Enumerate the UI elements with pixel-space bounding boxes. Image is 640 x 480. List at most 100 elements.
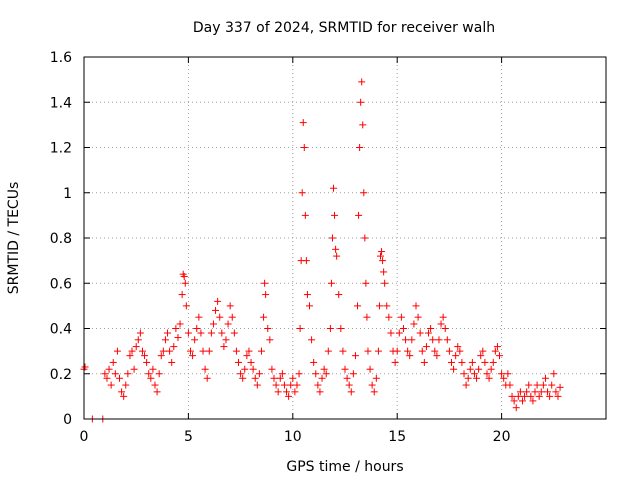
data-point	[115, 374, 123, 382]
data-point	[387, 329, 395, 337]
data-point	[521, 392, 529, 400]
data-point	[126, 352, 134, 360]
data-point	[351, 352, 359, 360]
data-point	[381, 279, 389, 287]
y-tick-label: 0.6	[50, 276, 72, 292]
data-point	[358, 78, 366, 86]
data-point	[374, 347, 382, 355]
data-point	[164, 329, 172, 337]
data-point	[422, 343, 430, 351]
data-point	[372, 374, 380, 382]
data-point	[111, 370, 119, 378]
data-point	[266, 336, 274, 344]
data-point	[128, 347, 136, 355]
data-point	[249, 365, 257, 373]
data-point	[260, 313, 268, 321]
data-point	[306, 302, 314, 310]
data-point	[380, 268, 388, 276]
data-point	[243, 352, 251, 360]
data-point	[456, 347, 464, 355]
y-tick-label: 0.8	[50, 231, 72, 247]
data-point	[296, 325, 304, 332]
x-tick-label: 15	[388, 429, 406, 445]
data-point	[241, 365, 249, 373]
data-point	[506, 381, 514, 389]
data-point	[285, 392, 293, 400]
data-point	[182, 302, 190, 310]
data-point	[280, 381, 288, 389]
data-point	[541, 374, 549, 382]
data-point	[276, 374, 284, 382]
data-point	[283, 388, 291, 396]
data-point	[359, 121, 367, 129]
data-point	[289, 374, 297, 382]
data-point	[452, 352, 460, 360]
data-point	[247, 358, 255, 366]
data-point	[322, 370, 330, 378]
data-point	[548, 381, 556, 389]
data-point	[431, 347, 439, 355]
data-point	[298, 189, 306, 197]
data-point	[302, 257, 310, 265]
data-points	[80, 78, 564, 423]
data-point	[366, 365, 374, 373]
data-point	[168, 358, 176, 366]
grid-layer	[84, 57, 606, 419]
data-point	[105, 365, 113, 373]
data-point	[364, 347, 372, 355]
data-point	[544, 388, 552, 396]
data-point	[477, 352, 485, 360]
data-point	[416, 329, 424, 337]
data-point	[397, 313, 405, 321]
data-point	[145, 370, 153, 378]
data-point	[212, 306, 220, 314]
data-point	[197, 329, 205, 337]
data-point	[391, 358, 399, 366]
data-point	[262, 291, 270, 299]
plot-frame	[83, 56, 607, 420]
data-point	[132, 343, 140, 351]
data-point	[510, 397, 518, 405]
data-point	[299, 119, 307, 127]
data-point	[138, 347, 146, 355]
data-point	[537, 388, 545, 396]
x-tick-label: 5	[184, 429, 193, 445]
data-point	[222, 336, 230, 344]
data-point	[512, 404, 520, 412]
data-point	[546, 392, 554, 400]
data-point	[201, 365, 209, 373]
data-point	[239, 374, 247, 382]
data-point	[523, 388, 531, 396]
data-point	[335, 291, 343, 299]
data-point	[166, 347, 174, 355]
y-tick-label: 1.4	[50, 95, 72, 111]
x-axis-label: GPS time / hours	[286, 459, 403, 475]
data-point	[261, 279, 269, 287]
data-point	[493, 343, 501, 351]
data-point	[516, 388, 524, 396]
data-point	[253, 381, 261, 389]
data-point	[172, 325, 180, 332]
data-point	[554, 392, 562, 400]
data-point	[120, 392, 128, 400]
data-point	[362, 279, 370, 287]
data-point	[363, 313, 371, 321]
data-point	[218, 329, 226, 337]
data-point	[525, 381, 533, 389]
data-point	[124, 370, 132, 378]
data-point	[235, 358, 243, 366]
data-point	[330, 184, 338, 192]
data-point	[312, 370, 320, 378]
data-point	[343, 374, 351, 382]
data-point	[237, 370, 245, 378]
data-point	[287, 381, 295, 389]
data-point	[470, 370, 478, 378]
data-point	[143, 358, 151, 366]
data-point	[552, 388, 560, 396]
data-point	[151, 381, 159, 389]
data-point	[539, 381, 547, 389]
data-point	[320, 365, 328, 373]
data-point	[293, 381, 301, 389]
data-point	[136, 329, 144, 337]
